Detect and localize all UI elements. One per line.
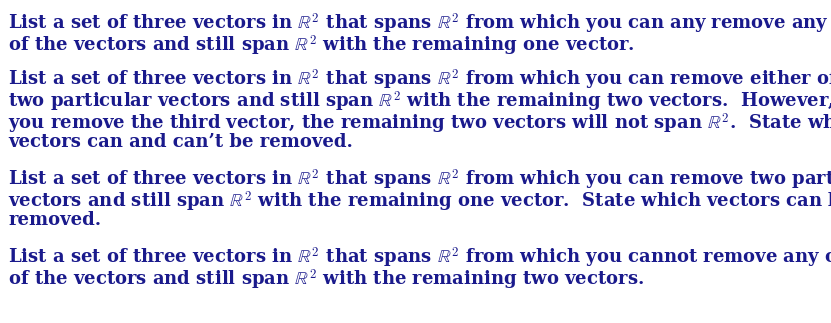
Text: vectors and still span $\mathbb{R}^2$ with the remaining one vector.  State whic: vectors and still span $\mathbb{R}^2$ wi…: [8, 189, 831, 214]
Text: List a set of three vectors in $\mathbb{R}^2$ that spans $\mathbb{R}^2$ from whi: List a set of three vectors in $\mathbb{…: [8, 245, 831, 270]
Text: vectors can and can’t be removed.: vectors can and can’t be removed.: [8, 133, 353, 151]
Text: removed.: removed.: [8, 211, 101, 229]
Text: List a set of three vectors in $\mathbb{R}^2$ that spans $\mathbb{R}^2$ from whi: List a set of three vectors in $\mathbb{…: [8, 167, 831, 192]
Text: two particular vectors and still span $\mathbb{R}^2$ with the remaining two vect: two particular vectors and still span $\…: [8, 89, 831, 114]
Text: List a set of three vectors in $\mathbb{R}^2$ that spans $\mathbb{R}^2$ from whi: List a set of three vectors in $\mathbb{…: [8, 11, 831, 36]
Text: List a set of three vectors in $\mathbb{R}^2$ that spans $\mathbb{R}^2$ from whi: List a set of three vectors in $\mathbb{…: [8, 67, 831, 92]
Text: of the vectors and still span $\mathbb{R}^2$ with the remaining two vectors.: of the vectors and still span $\mathbb{R…: [8, 267, 644, 292]
Text: of the vectors and still span $\mathbb{R}^2$ with the remaining one vector.: of the vectors and still span $\mathbb{R…: [8, 33, 635, 58]
Text: you remove the third vector, the remaining two vectors will not span $\mathbb{R}: you remove the third vector, the remaini…: [8, 111, 831, 136]
